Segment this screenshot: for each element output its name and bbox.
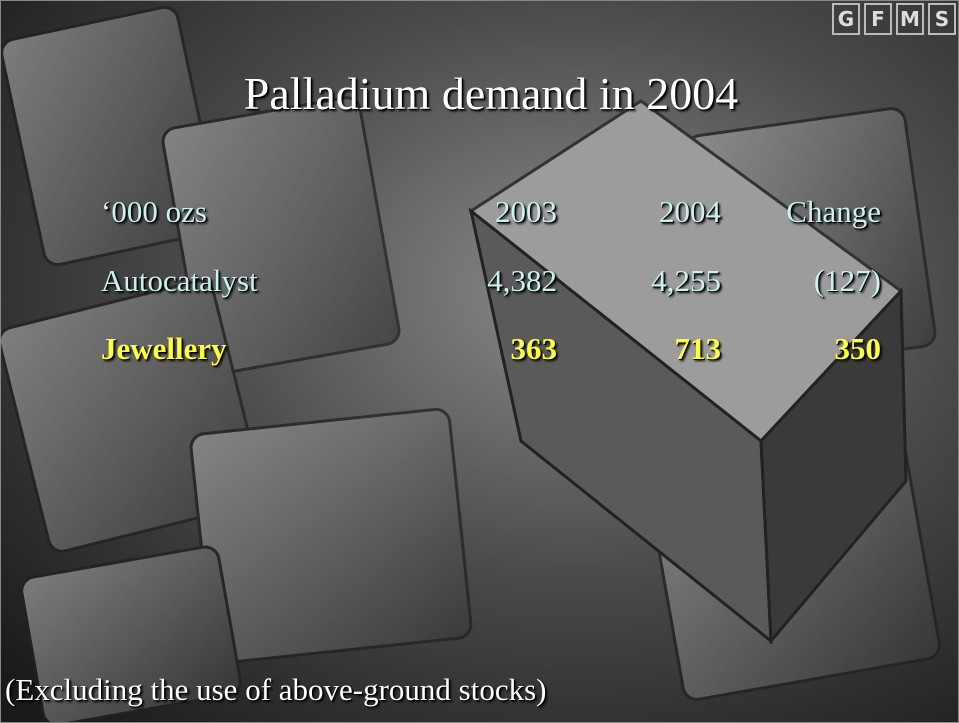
logo-letter: F <box>864 3 892 35</box>
logo-letter: M <box>896 3 924 35</box>
footnote: (Excluding the use of above-ground stock… <box>5 672 547 708</box>
cell: 4,255 <box>561 263 721 299</box>
row-label: Jewellery <box>101 331 227 367</box>
cell: 350 <box>721 331 881 367</box>
logo: G F M S <box>832 3 956 35</box>
row-label: Autocatalyst <box>101 263 258 299</box>
column-header: Change <box>721 194 881 230</box>
cell: 4,382 <box>397 263 557 299</box>
cell: (127) <box>721 263 881 299</box>
column-header: 2003 <box>397 194 557 230</box>
cell: 713 <box>561 331 721 367</box>
column-header: 2004 <box>561 194 721 230</box>
cell: 363 <box>397 331 557 367</box>
column-header: ‘000 ozs <box>101 194 207 230</box>
title: Palladium demand in 2004 <box>1 67 959 120</box>
slide: G F M S Palladium demand in 2004 ‘000 oz… <box>0 0 959 723</box>
page: G F M S Palladium demand in 2004 ‘000 oz… <box>0 0 959 723</box>
logo-letter: G <box>832 3 860 35</box>
logo-letter: S <box>928 3 956 35</box>
